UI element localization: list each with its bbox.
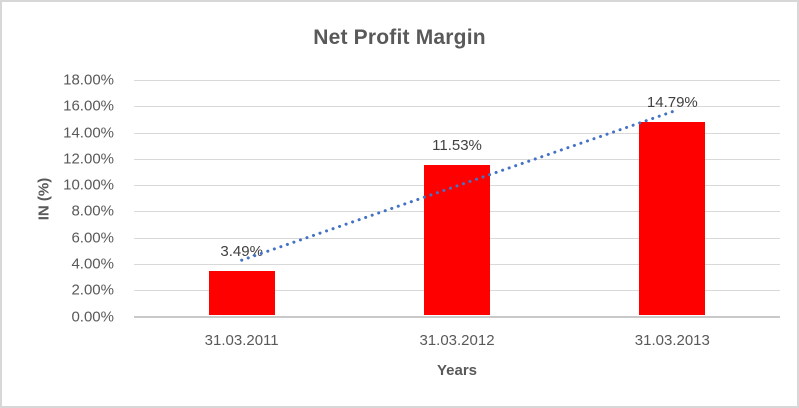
chart-title: Net Profit Margin — [313, 26, 486, 49]
x-axis-title: Years — [436, 362, 478, 379]
bar-data-label: 11.53% — [432, 137, 482, 154]
bar-31.03.2012 — [424, 165, 490, 316]
x-tick-label: 31.03.2011 — [204, 332, 279, 349]
gridline — [134, 80, 780, 81]
x-tick-label: 31.03.2012 — [419, 332, 495, 349]
y-tick-label: 6.00% — [71, 229, 114, 247]
bar-31.03.2013 — [639, 122, 706, 316]
y-axis-title: IN (%) — [35, 177, 53, 221]
y-tick-label: 16.00% — [63, 97, 114, 115]
bar-data-label: 3.49% — [220, 242, 263, 260]
y-tick-label: 10.00% — [63, 176, 114, 194]
y-tick-label: 2.00% — [71, 281, 114, 299]
y-tick-label: 12.00% — [63, 150, 114, 168]
y-tick-label: 8.00% — [71, 202, 114, 220]
y-tick-label: 0.00% — [71, 308, 114, 325]
x-tick-label: 31.03.2013 — [634, 332, 710, 349]
x-axis-line — [134, 315, 780, 318]
y-tick-label: 4.00% — [71, 255, 114, 273]
bar-31.03.2011 — [208, 270, 275, 316]
gridline — [134, 106, 780, 108]
y-tick-label: 18.00% — [63, 71, 114, 89]
bar-data-label: 14.79% — [646, 94, 698, 112]
y-tick-label: 14.00% — [63, 124, 114, 142]
